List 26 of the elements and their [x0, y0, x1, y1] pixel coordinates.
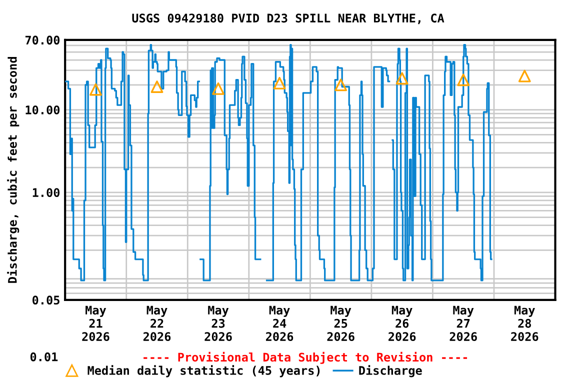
- x-tick-label: May 27 2026: [450, 306, 477, 342]
- point: [518, 70, 531, 82]
- point: [212, 82, 224, 95]
- x-tick-label: May 25 2026: [327, 306, 354, 342]
- point: [150, 80, 164, 93]
- chart-title: USGS 09429180 PVID D23 SPILL NEAR BLYTHE, CA: [132, 14, 444, 24]
- x-tick-label: May 21 2026: [82, 306, 110, 342]
- x-tick-label: May 24 2026: [266, 306, 294, 342]
- text: ---- Provisional Data Subject to Revision ----: [144, 352, 468, 364]
- y-tick-label: 1.00: [32, 188, 60, 198]
- x-tick-label: May 26 2026: [388, 306, 416, 342]
- x-tick-label: May 28 2026: [511, 306, 538, 342]
- y-tick-label: 70.00: [25, 36, 60, 45]
- y-tick-label: 0.05: [32, 296, 60, 305]
- point: [90, 83, 102, 96]
- x-tick-label: May 23 2026: [204, 306, 232, 342]
- point: [396, 72, 408, 85]
- y-axis-title: Discharge, cubic feet per second: [7, 57, 20, 283]
- legend-label: Median daily statistic (45 years): [88, 365, 320, 378]
- x-tick-label: May 22 2026: [143, 306, 171, 342]
- text: 0.01: [30, 352, 58, 362]
- legend-label: Discharge: [359, 365, 422, 378]
- point: [273, 76, 286, 90]
- point: [457, 74, 470, 86]
- point: [334, 78, 348, 92]
- y-tick-label: 10.00: [26, 105, 60, 114]
